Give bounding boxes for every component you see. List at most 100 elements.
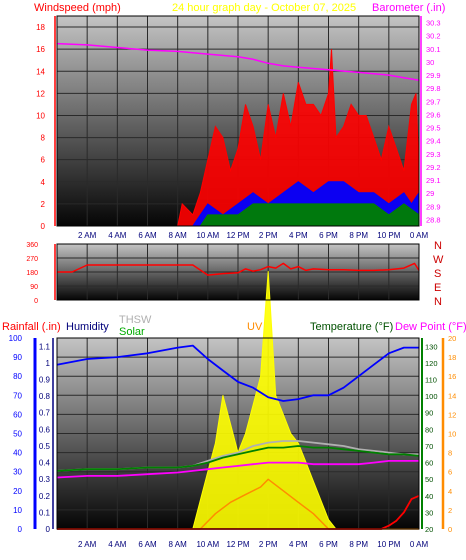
wind-tick-label: 10 bbox=[36, 111, 45, 120]
barometer-tick-label: 28.8 bbox=[426, 215, 441, 224]
barometer-line bbox=[56, 42, 420, 82]
climate-time-tick-label: 8 AM bbox=[169, 540, 188, 549]
climate-time-tick-label: 2 PM bbox=[259, 540, 278, 549]
windspeed-axis-title: Windspeed (mph) bbox=[34, 2, 121, 14]
direction-tick-label: 90 bbox=[30, 284, 38, 291]
wind-time-tick-label: 8 PM bbox=[349, 231, 368, 240]
direction-panel-border bbox=[56, 243, 420, 301]
climate-panel-border bbox=[56, 337, 420, 530]
uv-tick-label: 6 bbox=[448, 468, 452, 477]
tick-labels: 02468101214161828.828.92929.129.229.329.… bbox=[9, 19, 457, 549]
barometer-tick-label: 29.9 bbox=[426, 71, 441, 80]
wind-tick-label: 2 bbox=[41, 200, 46, 209]
climate-time-tick-label: 4 AM bbox=[108, 540, 127, 549]
humidity-tick-label: 30 bbox=[13, 468, 22, 477]
humidity-tick-label: 20 bbox=[13, 487, 22, 496]
barometer-tick-label: 29.1 bbox=[426, 176, 441, 185]
uv-tick-label: 20 bbox=[448, 334, 456, 343]
barometer-tick-label: 29.6 bbox=[426, 110, 441, 119]
humidity-tick-label: 50 bbox=[13, 430, 22, 439]
temperature-tick-label: 90 bbox=[425, 409, 433, 418]
barometer-tick-label: 29.4 bbox=[426, 137, 441, 146]
rain-tick-label: 0.3 bbox=[39, 475, 51, 484]
humidity-tick-label: 40 bbox=[13, 449, 22, 458]
barometer-tick-label: 29.5 bbox=[426, 124, 441, 133]
wind-tick-label: 12 bbox=[36, 89, 45, 98]
uv-tick-label: 18 bbox=[448, 353, 456, 362]
rain-tick-label: 0.4 bbox=[39, 459, 51, 468]
wind-time-tick-label: 2 AM bbox=[78, 231, 97, 240]
compass-s: S bbox=[434, 268, 441, 280]
rain-tick-label: 0.7 bbox=[39, 409, 51, 418]
wind-time-tick-label: 8 AM bbox=[169, 231, 188, 240]
uv-tick-label: 14 bbox=[448, 391, 456, 400]
climate-time-tick-label: 6 AM bbox=[138, 540, 157, 549]
uv-tick-label: 8 bbox=[448, 449, 452, 458]
humidity-tick-label: 60 bbox=[13, 410, 22, 419]
legend-humidity: Humidity bbox=[66, 321, 109, 333]
barometer-tick-label: 29.7 bbox=[426, 97, 441, 106]
wind-tick-label: 8 bbox=[41, 134, 46, 143]
wind-tick-label: 16 bbox=[36, 45, 45, 54]
climate-time-tick-label: 10 AM bbox=[196, 540, 219, 549]
wind-tick-label: 4 bbox=[41, 178, 46, 187]
rain-tick-label: 0.9 bbox=[39, 376, 51, 385]
compass-w: W bbox=[433, 254, 444, 266]
chart-title: 24 hour graph day - October 07, 2025 bbox=[172, 2, 356, 14]
temperature-tick-label: 130 bbox=[425, 342, 438, 351]
direction-tick-label: 0 bbox=[34, 298, 38, 305]
uv-tick-label: 12 bbox=[448, 410, 456, 419]
legend-rainfall: Rainfall (.in) bbox=[2, 321, 61, 333]
barometer-tick-label: 29.2 bbox=[426, 163, 441, 172]
wind-tick-label: 14 bbox=[36, 67, 45, 76]
legend-dewpoint: Dew Point (°F) bbox=[395, 321, 466, 333]
direction-tick-label: 180 bbox=[26, 270, 38, 277]
wind-time-tick-label: 12 PM bbox=[226, 231, 249, 240]
temperature-tick-label: 70 bbox=[425, 442, 433, 451]
barometer-tick-label: 30.2 bbox=[426, 32, 441, 41]
wind-time-tick-label: 4 PM bbox=[289, 231, 308, 240]
rain-tick-label: 0.6 bbox=[39, 425, 51, 434]
wind-time-tick-label: 2 PM bbox=[259, 231, 278, 240]
uv-line bbox=[57, 478, 419, 530]
uv-tick-label: 0 bbox=[448, 525, 452, 534]
temperature-tick-label: 60 bbox=[425, 459, 433, 468]
wind-tick-label: 0 bbox=[41, 222, 46, 231]
wind-tick-label: 18 bbox=[36, 23, 45, 32]
wind-panel-border bbox=[56, 15, 420, 227]
temperature-tick-label: 100 bbox=[425, 392, 438, 401]
wind-time-tick-label: 10 PM bbox=[377, 231, 400, 240]
temperature-tick-label: 50 bbox=[425, 475, 433, 484]
rain-tick-label: 0.5 bbox=[39, 442, 51, 451]
wind-tick-label: 6 bbox=[41, 156, 46, 165]
rain-tick-label: 1 bbox=[46, 359, 51, 368]
barometer-tick-label: 30.3 bbox=[426, 19, 441, 28]
rain-tick-label: 0.1 bbox=[39, 508, 51, 517]
barometer-tick-label: 28.9 bbox=[426, 202, 441, 211]
wind-time-tick-label: 0 AM bbox=[410, 231, 429, 240]
climate-time-tick-label: 0 AM bbox=[410, 540, 429, 549]
climate-time-tick-label: 6 PM bbox=[319, 540, 338, 549]
climate-time-tick-label: 10 PM bbox=[377, 540, 400, 549]
temperature-tick-label: 110 bbox=[425, 376, 437, 385]
climate-time-tick-label: 4 PM bbox=[289, 540, 308, 549]
legend-thsw: THSW bbox=[119, 314, 152, 326]
wind-time-tick-label: 6 PM bbox=[319, 231, 338, 240]
rain-tick-label: 1.1 bbox=[39, 342, 51, 351]
barometer-tick-label: 30 bbox=[426, 58, 434, 67]
temperature-tick-label: 20 bbox=[425, 525, 433, 534]
barometer-tick-label: 29.8 bbox=[426, 84, 441, 93]
humidity-tick-label: 0 bbox=[18, 525, 23, 534]
solar-area bbox=[57, 271, 419, 530]
compass-n-bottom: N bbox=[434, 296, 442, 308]
climate-time-tick-label: 8 PM bbox=[349, 540, 368, 549]
climate-time-tick-label: 12 PM bbox=[226, 540, 249, 549]
humidity-tick-label: 80 bbox=[13, 372, 22, 381]
barometer-axis-title: Barometer (.in) bbox=[372, 2, 445, 14]
compass-n-top: N bbox=[434, 240, 442, 252]
wind-time-tick-label: 10 AM bbox=[196, 231, 219, 240]
dewpoint-line bbox=[56, 459, 419, 479]
barometer-tick-label: 29 bbox=[426, 189, 434, 198]
